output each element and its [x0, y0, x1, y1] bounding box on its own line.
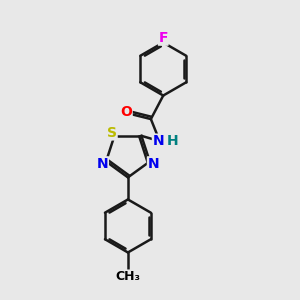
Text: N: N [97, 157, 108, 171]
Text: CH₃: CH₃ [116, 270, 140, 283]
Text: S: S [107, 126, 117, 140]
Text: H: H [166, 134, 178, 148]
Text: O: O [120, 105, 132, 119]
Text: N: N [152, 134, 164, 148]
Text: N: N [148, 157, 159, 171]
Text: F: F [158, 31, 168, 45]
